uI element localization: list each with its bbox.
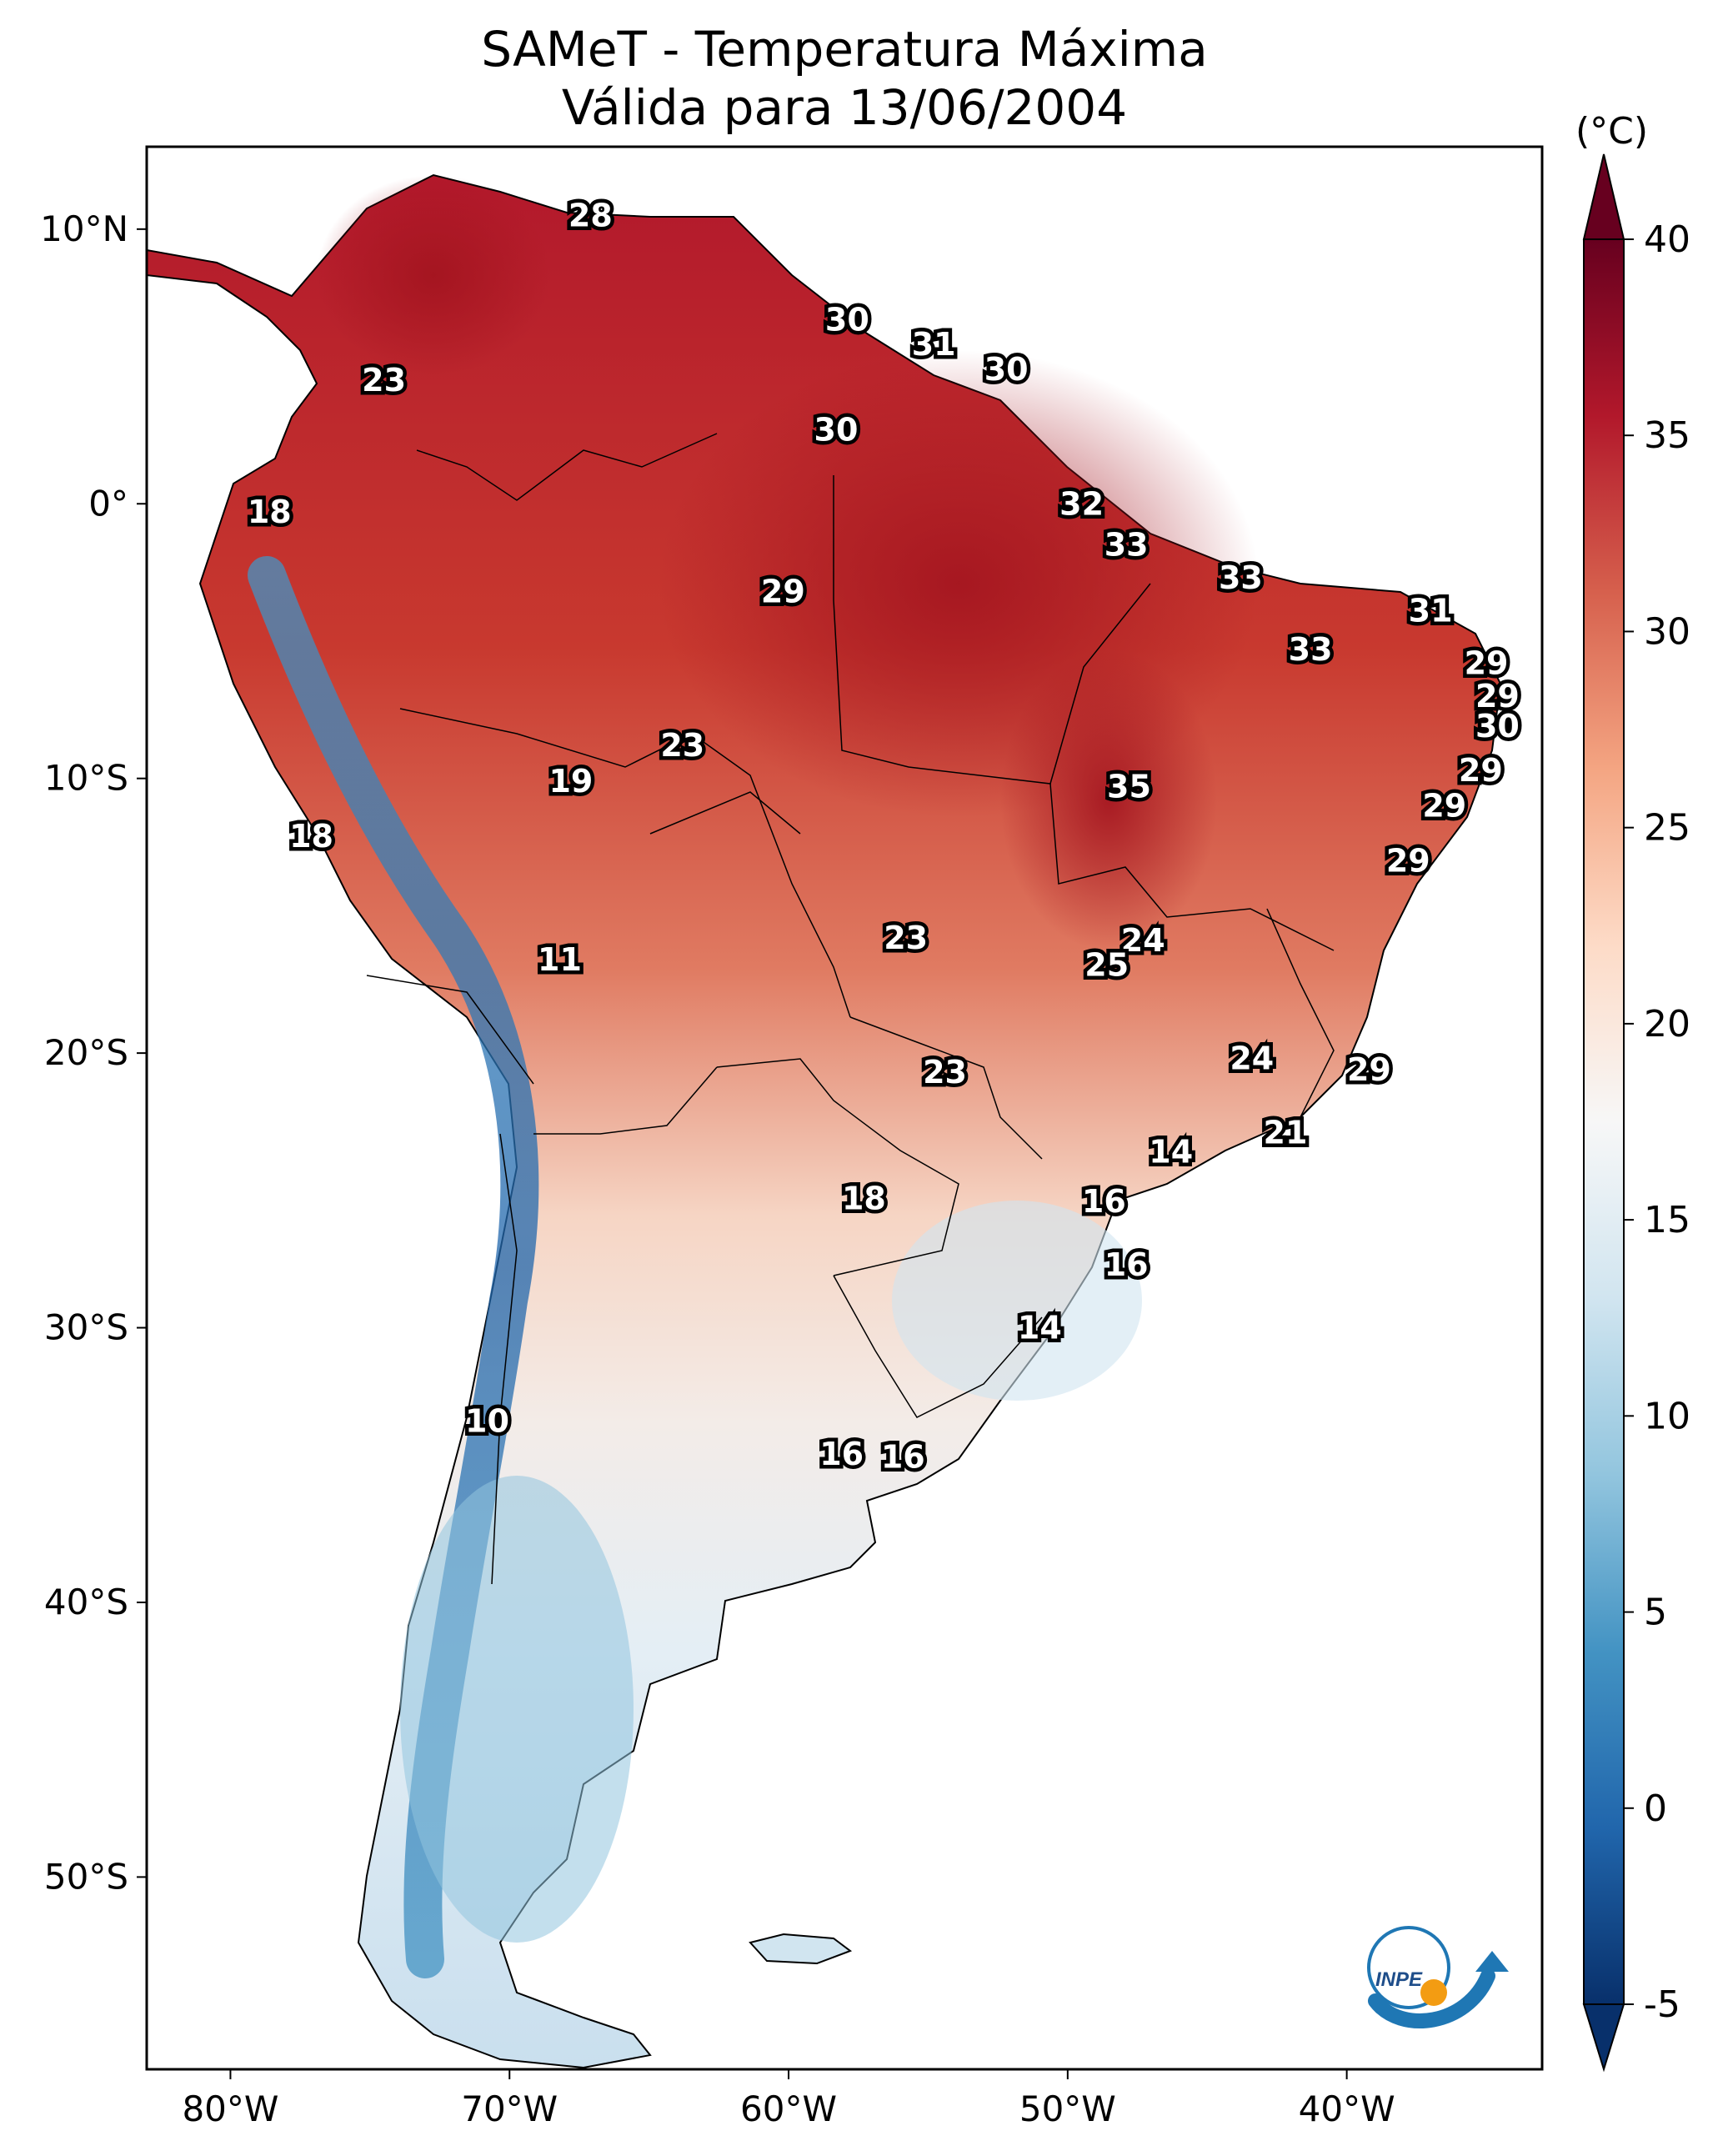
temperature-value-label: 29: [761, 574, 805, 610]
temperature-value-label: 18: [842, 1181, 886, 1217]
lon-tick-label: 40°W: [1299, 2088, 1395, 2129]
lat-tick-label: 30°S: [44, 1307, 128, 1348]
temperature-value-label: 19: [548, 763, 593, 800]
colorbar-unit: (°C): [1575, 110, 1648, 153]
temperature-value-label: 23: [660, 727, 704, 764]
temperature-value-label: 30: [1475, 708, 1520, 745]
temperature-value-label: 29: [1475, 678, 1520, 714]
temperature-value-label: 16: [1082, 1183, 1126, 1220]
map-border: [145, 145, 1544, 2071]
lat-tick-label: 10°N: [40, 208, 128, 249]
temperature-value-label: 25: [1084, 947, 1129, 984]
map-title-line1: SAMeT - Temperatura Máxima: [481, 21, 1208, 78]
falkland-islands: [749, 1933, 853, 1965]
temperature-value-label: 35: [1107, 769, 1151, 805]
colorbar-tick-label: 20: [1644, 1003, 1690, 1045]
temperature-value-label: 16: [819, 1436, 864, 1472]
temperature-value-label: 30: [814, 411, 859, 448]
lon-tick-label: 80°W: [182, 2088, 278, 2129]
colorbar-tick-label: -5: [1644, 1983, 1680, 2026]
temperature-value-label: 10: [465, 1403, 509, 1440]
colorbar-tick-label: 5: [1644, 1592, 1667, 1634]
temperature-value-label: 11: [538, 941, 582, 978]
temperature-value-label: 14: [1018, 1310, 1062, 1346]
lon-tick-label: 50°W: [1019, 2088, 1116, 2129]
svg-text:INPE: INPE: [1375, 1968, 1423, 1991]
lat-tick-label: 50°S: [44, 1856, 128, 1897]
temperature-value-label: 31: [912, 326, 956, 363]
south-brazil-cool-area: [892, 1201, 1142, 1401]
lat-tick-label: 0°: [88, 483, 128, 524]
hot-region-north-coast: [317, 175, 550, 375]
colorbar-gradient: [1584, 239, 1624, 2004]
temperature-value-label: 31: [1409, 593, 1453, 629]
colorbar-ticks: 40 35 30 25 20 15 10 5 0 -5: [1624, 218, 1690, 2026]
temperature-value-label: 32: [1059, 485, 1104, 522]
lon-tick-label: 60°W: [740, 2088, 837, 2129]
lat-tick-label: 10°S: [44, 758, 128, 799]
temperature-value-label: 21: [1264, 1115, 1308, 1151]
temperature-value-label: 24: [1230, 1040, 1274, 1077]
temperature-value-label: 18: [289, 818, 333, 855]
temperature-value-label: 29: [1347, 1051, 1391, 1088]
temperature-value-label: 16: [881, 1438, 925, 1475]
temperature-value-label: 29: [1422, 788, 1466, 825]
temperature-value-label: 30: [984, 351, 1029, 388]
temperature-value-label: 23: [362, 362, 406, 399]
lon-tick-label: 70°W: [461, 2088, 558, 2129]
colorbar-tick-label: 0: [1644, 1787, 1667, 1830]
temperature-value-label: 33: [1219, 559, 1263, 596]
inpe-logo: INPE: [1367, 1926, 1509, 2028]
map-title-line2: Válida para 13/06/2004: [561, 79, 1128, 136]
lat-tick-label: 40°S: [44, 1582, 128, 1622]
temperature-value-label: 28: [568, 197, 613, 233]
lat-tick-label: 20°S: [44, 1032, 128, 1073]
temperature-value-label: 14: [1149, 1134, 1193, 1171]
colorbar-tick-label: 10: [1644, 1395, 1690, 1437]
hot-region-tocantins: [1000, 650, 1217, 950]
temperature-value-label: 29: [1465, 644, 1509, 681]
colorbar-tick-label: 40: [1644, 218, 1690, 261]
continent-layer: [147, 173, 1502, 2069]
temperature-value-label: 30: [825, 302, 869, 338]
temperature-value-label: 29: [1459, 752, 1503, 789]
colorbar-tick-label: 15: [1644, 1199, 1690, 1241]
temperature-value-label: 23: [923, 1054, 967, 1091]
colorbar-tick-label: 35: [1644, 414, 1690, 457]
temperature-value-label: 16: [1104, 1246, 1149, 1283]
temperature-value-label: 23: [884, 920, 928, 956]
colorbar-tick-label: 30: [1644, 610, 1690, 653]
latitude-ticks: 10°N 0° 10°S 20°S 30°S 40°S 50°S: [40, 208, 147, 1897]
longitude-ticks: 80°W 70°W 60°W 50°W 40°W: [182, 2069, 1395, 2129]
country-borders: [366, 433, 1335, 1585]
temperature-value-label: 33: [1289, 631, 1333, 668]
colorbar-max-arrow: [1582, 153, 1625, 240]
colorbar-min-arrow: [1582, 2003, 1625, 2073]
temperature-value-label: 18: [248, 494, 292, 530]
temperature-value-label: 29: [1386, 843, 1430, 880]
temperature-value-label: 24: [1121, 922, 1165, 959]
colorbar-tick-label: 25: [1644, 807, 1690, 850]
temperature-value-label: 33: [1104, 527, 1149, 564]
colorbar: (°C) 40 35 30 25 20 15 10 5 0 -5: [1575, 110, 1690, 2073]
patagonia-cool-area: [400, 1476, 634, 1943]
